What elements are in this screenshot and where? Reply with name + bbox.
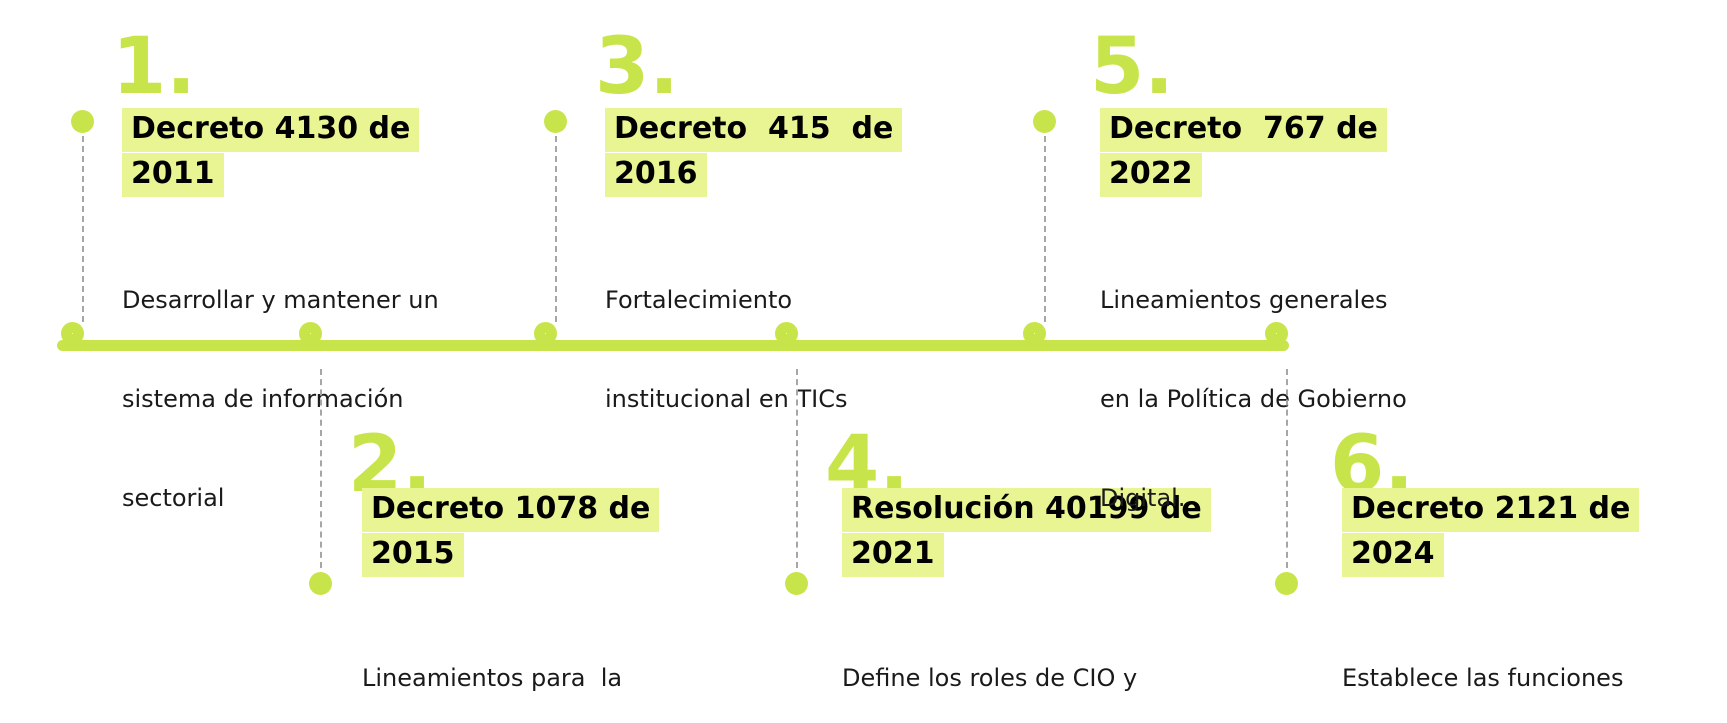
connector-dot xyxy=(544,110,567,133)
connector-dashed-line xyxy=(796,369,798,568)
milestone-description: Lineamientos generales en la Política de… xyxy=(1100,218,1407,581)
description-line: Desarrollar y mantener un xyxy=(122,286,439,314)
milestone-title-line: 2016 xyxy=(605,153,707,197)
connector-dashed-line xyxy=(320,369,322,568)
timeline-node-2 xyxy=(299,322,322,345)
milestone-title-line: 2021 xyxy=(842,533,944,577)
description-line: Fortalecimiento xyxy=(605,286,793,314)
milestone-title-line: 2022 xyxy=(1100,153,1202,197)
description-line: Establece las funciones xyxy=(1342,664,1624,692)
milestone-title: Decreto 1078 de 2015 xyxy=(362,488,660,577)
milestone-title-line: Decreto 4130 de xyxy=(122,108,420,152)
connector-dashed-line xyxy=(555,136,557,322)
connector-dot xyxy=(1275,572,1298,595)
description-line: Lineamientos generales xyxy=(1100,286,1388,314)
milestone-title: Decreto 767 de 2022 xyxy=(1100,108,1387,197)
milestone-number: 1. xyxy=(112,22,196,112)
timeline-node-3 xyxy=(534,322,557,345)
timeline-line xyxy=(57,340,1289,351)
description-line: institucional en TICs xyxy=(605,385,848,413)
timeline-node-5 xyxy=(1023,322,1046,345)
milestone-title: Decreto 415 de 2016 xyxy=(605,108,903,197)
milestone-description: Lineamientos para la Política de Gobiern… xyxy=(362,596,688,723)
milestone-title-line: 2024 xyxy=(1342,533,1444,577)
connector-dashed-line xyxy=(1044,136,1046,322)
milestone-number: 5. xyxy=(1090,22,1174,112)
milestone-title: Decreto 2121 de 2024 xyxy=(1342,488,1640,577)
milestone-description: Fortalecimiento institucional en TICs xyxy=(605,218,847,482)
connector-dot xyxy=(1033,110,1056,133)
description-line: Define los roles de CIO y xyxy=(842,664,1138,692)
connector-dot xyxy=(309,572,332,595)
description-line: sectorial xyxy=(122,484,225,512)
milestone-description: Establece las funciones del CIO Sectoria… xyxy=(1342,596,1623,723)
milestone-title-line: Resolución 40199 de xyxy=(842,488,1211,532)
milestone-title-line: Decreto 767 de xyxy=(1100,108,1387,152)
milestone-number: 3. xyxy=(595,22,679,112)
timeline-node-6 xyxy=(1265,322,1288,345)
connector-dashed-line xyxy=(82,136,84,322)
timeline-node-4 xyxy=(775,322,798,345)
connector-dashed-line xyxy=(1286,369,1288,568)
milestone-title-line: Decreto 1078 de xyxy=(362,488,660,532)
description-line: Lineamientos para la xyxy=(362,664,623,692)
milestone-title-line: Decreto 2121 de xyxy=(1342,488,1640,532)
milestone-title-line: 2011 xyxy=(122,153,224,197)
description-line: en la Política de Gobierno xyxy=(1100,385,1407,413)
connector-dot xyxy=(71,110,94,133)
timeline-node-1 xyxy=(61,322,84,345)
milestone-title: Resolución 40199 de 2021 xyxy=(842,488,1211,577)
milestone-title-line: Decreto 415 de xyxy=(605,108,903,152)
description-line: sistema de información xyxy=(122,385,404,413)
milestone-title-line: 2015 xyxy=(362,533,464,577)
milestone-description: Define los roles de CIO y CTO Sectoriale… xyxy=(842,596,1137,723)
milestone-description: Desarrollar y mantener un sistema de inf… xyxy=(122,218,439,581)
milestone-title: Decreto 4130 de 2011 xyxy=(122,108,420,197)
connector-dot xyxy=(785,572,808,595)
description-line: Digital. xyxy=(1100,484,1186,512)
